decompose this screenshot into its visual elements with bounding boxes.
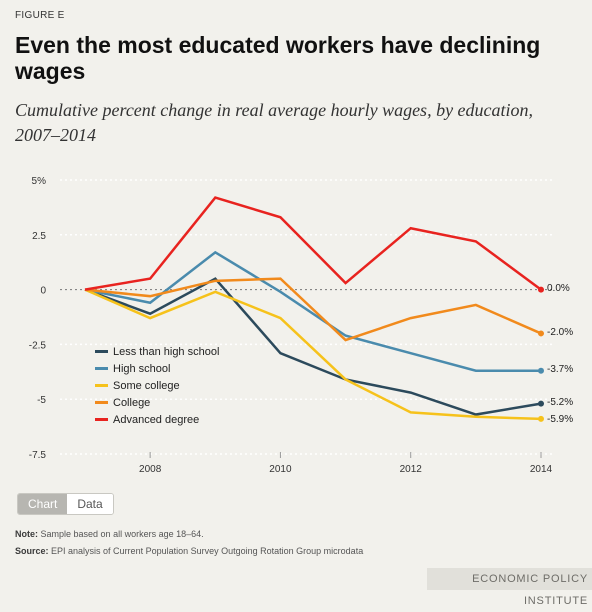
x-tick-label: 2014 [530,464,553,475]
legend-swatch [95,367,108,370]
series-end-label: -3.7% [547,364,573,375]
series-end-label: -5.9% [547,414,573,425]
x-tick-label: 2012 [400,464,423,475]
publisher-logo: ECONOMIC POLICY INSTITUTE [427,568,592,607]
series-line-0 [84,277,542,416]
y-tick-label: 5% [32,176,47,187]
legend-label: High school [113,363,170,375]
source-line: Source: EPI analysis of Current Populati… [15,546,363,556]
series-end-point [538,367,544,374]
series-end-point [538,330,544,337]
source-label: Source: [15,546,49,556]
chart-subtitle: Cumulative percent change in real averag… [15,100,534,145]
y-tick-label: -7.5 [29,450,47,461]
note-line: Note: Sample based on all workers age 18… [15,529,204,539]
series-line-3 [84,277,542,342]
y-tick-label: -2.5 [29,340,47,351]
legend-label: College [113,397,150,409]
figure-label: FIGURE E [15,10,65,21]
y-tick-label: -5 [37,395,46,406]
legend-label: Advanced degree [113,414,199,426]
series-line-4 [84,196,542,291]
view-toggle: Chart Data [17,493,114,515]
legend-swatch [95,384,108,387]
legend-swatch [95,418,108,421]
tab-chart[interactable]: Chart [18,494,68,514]
series-end-label: -2.0% [547,327,573,338]
tab-data[interactable]: Data [67,494,113,514]
y-tick-label: 0 [40,286,46,297]
legend-label: Less than high school [113,346,219,358]
series-end-point [538,400,544,407]
series-end-point [538,415,544,422]
legend-swatch [95,401,108,404]
series-end-label: -5.2% [547,397,573,408]
x-tick-label: 2008 [139,464,162,475]
series-line-2 [84,288,542,421]
x-tick-label: 2010 [269,464,292,475]
note-text: Sample based on all workers age 18–64. [40,529,204,539]
note-label: Note: [15,529,38,539]
legend-swatch [95,350,108,353]
series-end-label: 0.0% [547,283,570,294]
series-end-point [538,286,544,293]
y-tick-label: 2.5 [32,231,46,242]
source-text: EPI analysis of Current Population Surve… [51,546,364,556]
line-chart: 5% 2.5 0 -2.5 -5 -7.5 2008 2010 2012 2014 -5.2% -3.… [29,176,573,475]
chart-title: Even the most educated workers have decl… [15,32,541,84]
legend-label: Some college [113,380,180,392]
